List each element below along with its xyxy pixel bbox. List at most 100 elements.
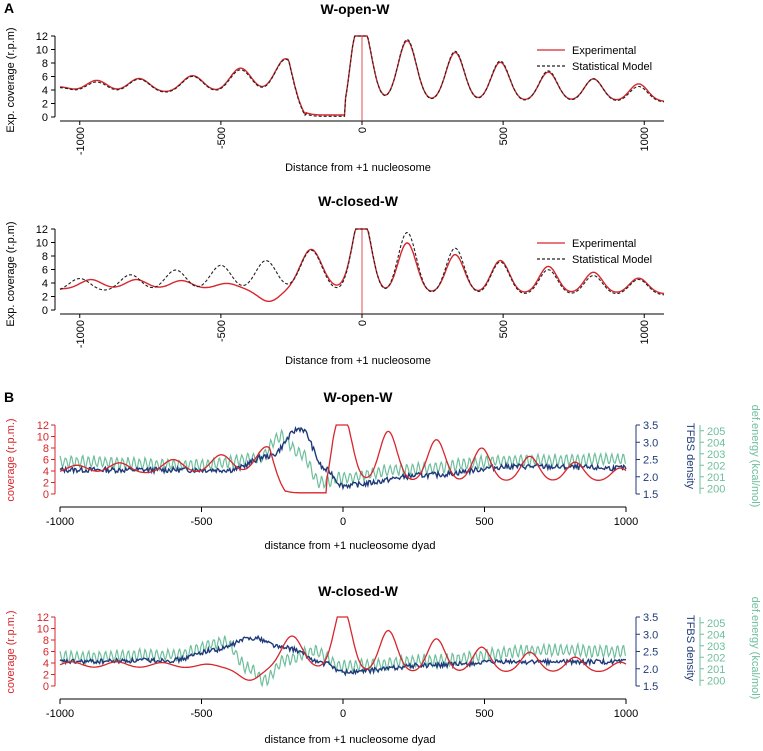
y-tick-label: 0	[42, 305, 48, 317]
y-tick-label: 8	[42, 251, 48, 263]
chart-a-open: W-open-W Exp. coverage (r.p.m) Distance …	[5, 1, 665, 174]
chart-a-closed: W-closed-W Exp. coverage (r.p.m) Distanc…	[5, 193, 665, 367]
x-axis-label: distance from +1 nucleosome dyad	[265, 540, 436, 552]
x-tick-label: -500	[190, 516, 212, 528]
energy-tick-label: 201	[707, 472, 725, 484]
tfbs-tick-label: 3.0	[643, 437, 658, 449]
x-tick-label: -1000	[46, 708, 74, 720]
energy-axis-label: def.energy (kcal/mol)	[749, 405, 761, 508]
y-tick-label: 12	[36, 224, 48, 236]
series-line-model	[60, 35, 665, 117]
energy-tick-label: 200	[707, 675, 725, 687]
x-tick-label: -1000	[75, 320, 87, 348]
series-line-coverage	[59, 424, 627, 494]
left-tick-label: 2	[43, 478, 49, 490]
left-tick-label: 2	[43, 670, 49, 682]
tfbs-tick-label: 2.5	[643, 455, 658, 467]
tfbs-tick-label: 2.5	[643, 647, 658, 659]
left-tick-label: 8	[43, 635, 49, 647]
tfbs-tick-label: 3.5	[643, 420, 658, 432]
energy-tick-label: 202	[707, 652, 725, 664]
energy-tick-label: 203	[707, 449, 725, 461]
chart-title: W-closed-W	[318, 583, 399, 599]
legend-label-model: Statistical Model	[572, 254, 652, 266]
tfbs-axis-label: TFBS density	[684, 423, 696, 490]
legend-label-experimental: Experimental	[572, 238, 636, 250]
left-tick-label: 4	[43, 466, 49, 478]
left-tick-label: 0	[43, 681, 49, 693]
chart-b-closed: W-closed-W coverage (r.p.m.) TFBS densit…	[5, 583, 761, 746]
left-tick-label: 10	[37, 624, 49, 636]
energy-tick-label: 203	[707, 641, 725, 653]
left-tick-label: 8	[43, 443, 49, 455]
x-tick-label: 0	[357, 127, 369, 133]
y-tick-label: 8	[42, 58, 48, 70]
x-tick-label: 0	[340, 708, 346, 720]
x-tick-label: -500	[216, 320, 228, 342]
panel-label-b: B	[4, 389, 14, 405]
tfbs-tick-label: 1.5	[643, 681, 658, 693]
left-tick-label: 4	[43, 658, 49, 670]
x-tick-label: 500	[475, 708, 493, 720]
energy-tick-label: 201	[707, 664, 725, 676]
panel-label-a: A	[4, 0, 14, 16]
legend-label-experimental: Experimental	[572, 45, 636, 57]
x-tick-label: -1000	[46, 516, 74, 528]
y-tick-label: 6	[42, 265, 48, 277]
x-tick-label: 1000	[614, 708, 638, 720]
left-axis-label: coverage (r.p.m.)	[5, 418, 17, 501]
y-tick-label: 10	[36, 238, 48, 250]
tfbs-tick-label: 2.0	[643, 472, 658, 484]
left-axis-label: coverage (r.p.m.)	[5, 610, 17, 693]
x-axis-label: distance from +1 nucleosome dyad	[265, 734, 436, 746]
y-tick-label: 10	[36, 45, 48, 57]
x-tick-label: 500	[475, 516, 493, 528]
x-tick-label: 500	[498, 320, 510, 338]
legend-label-model: Statistical Model	[572, 61, 652, 73]
series-line-model	[59, 228, 665, 296]
left-tick-label: 6	[43, 455, 49, 467]
y-axis-label: Exp. coverage (r.p.m)	[5, 27, 17, 132]
y-tick-label: 0	[42, 112, 48, 124]
chart-b-open: W-open-W coverage (r.p.m.) TFBS density …	[5, 389, 761, 552]
y-tick-label: 4	[42, 278, 48, 290]
chart-title: W-closed-W	[318, 193, 399, 209]
series-line-experimental	[60, 35, 665, 116]
y-tick-label: 2	[42, 292, 48, 304]
legend: Experimental Statistical Model	[537, 45, 652, 73]
energy-tick-label: 204	[707, 437, 725, 449]
left-tick-label: 0	[43, 489, 49, 501]
x-tick-label: 0	[340, 516, 346, 528]
left-tick-label: 10	[37, 432, 49, 444]
tfbs-tick-label: 2.0	[643, 664, 658, 676]
left-tick-label: 12	[37, 420, 49, 432]
energy-tick-label: 202	[707, 460, 725, 472]
x-axis-label: Distance from +1 nucleosome	[285, 162, 431, 174]
energy-tick-label: 204	[707, 629, 725, 641]
tfbs-tick-label: 3.5	[643, 612, 658, 624]
chart-title: W-open-W	[324, 389, 394, 405]
x-tick-label: 0	[357, 320, 369, 326]
energy-tick-label: 205	[707, 426, 725, 438]
series-line-coverage	[59, 616, 627, 681]
left-tick-label: 6	[43, 647, 49, 659]
x-axis-label: Distance from +1 nucleosome	[285, 355, 431, 367]
x-tick-label: -500	[216, 127, 228, 149]
x-tick-label: 500	[498, 127, 510, 145]
energy-tick-label: 205	[707, 618, 725, 630]
x-tick-label: 1000	[614, 516, 638, 528]
x-tick-label: 1000	[639, 127, 651, 151]
energy-axis-label: def.energy (kcal/mol)	[749, 597, 761, 700]
tfbs-tick-label: 3.0	[643, 629, 658, 641]
legend: Experimental Statistical Model	[537, 238, 652, 266]
series-line-tfbs	[59, 634, 627, 677]
tfbs-axis-label: TFBS density	[684, 615, 696, 682]
x-tick-label: -500	[190, 708, 212, 720]
y-axis-label: Exp. coverage (r.p.m)	[5, 221, 17, 326]
x-tick-label: -1000	[75, 127, 87, 155]
tfbs-tick-label: 1.5	[643, 489, 658, 501]
y-tick-label: 4	[42, 85, 48, 97]
y-tick-label: 12	[36, 31, 48, 43]
x-tick-label: 1000	[639, 320, 651, 344]
